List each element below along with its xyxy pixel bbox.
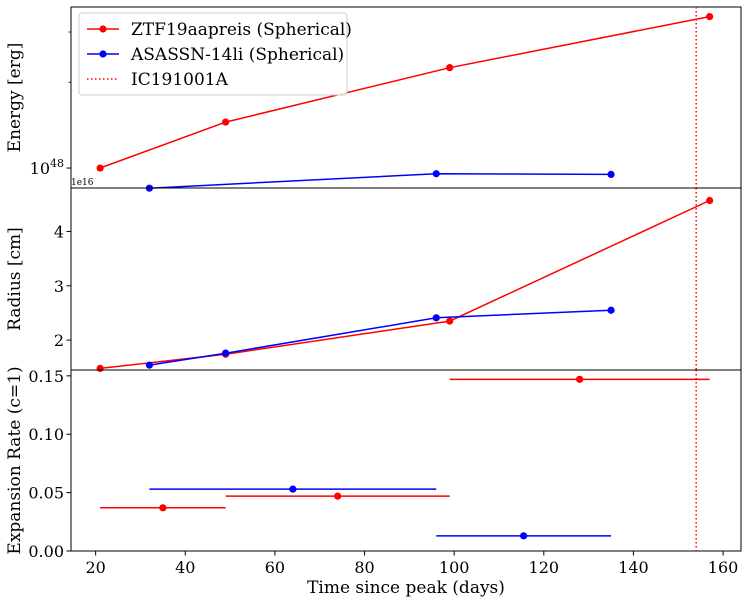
x-tick-label: 100	[439, 558, 470, 577]
offset-text: 1e16	[71, 178, 94, 188]
ztf-data-point	[222, 118, 230, 126]
asassn-series-line	[149, 309, 612, 366]
asassn-data-point	[432, 314, 440, 322]
y-axis-label: Expansion Rate (c=1)	[5, 366, 25, 554]
legend-entry-label: ZTF19aapreis (Spherical)	[131, 20, 352, 40]
ztf-series-line	[100, 199, 710, 370]
y-tick-label: 3	[54, 277, 64, 296]
asassn-data-point	[145, 361, 154, 369]
ztf-data-point	[96, 364, 104, 372]
x-tick-label: 120	[529, 558, 560, 577]
y-tick-label: 0.10	[28, 425, 64, 444]
legend-swatch-marker	[99, 50, 107, 58]
asassn-data-point	[520, 532, 528, 540]
y-tick-label: 1048	[30, 157, 64, 178]
ztf-data-point	[706, 196, 714, 205]
ztf-data-point	[96, 164, 104, 172]
x-tick-label: 60	[265, 558, 285, 577]
asassn-data-point	[432, 170, 440, 178]
legend: ZTF19aapreis (Spherical) ASASSN-14li (Sph…	[78, 12, 352, 96]
asassn-data-point	[607, 306, 615, 314]
ztf-data-point	[446, 317, 454, 325]
legend-box	[78, 12, 348, 96]
ztf-data-point	[706, 12, 714, 21]
y-tick-label: 0.00	[28, 542, 64, 561]
asassn-data-point	[222, 349, 230, 357]
y-axis-label: Energy [erg]	[5, 43, 25, 153]
x-tick-label: 140	[618, 558, 649, 577]
ztf-data-point	[576, 375, 584, 383]
legend-entry-label: IC191001A	[131, 70, 229, 90]
ztf-data-point	[159, 504, 167, 512]
x-tick-label: 160	[708, 558, 739, 577]
plot-frame	[70, 369, 742, 552]
y-axis-label: Radius [cm]	[5, 227, 25, 331]
plot-frame	[70, 187, 742, 371]
y-tick-label: 0.05	[28, 484, 64, 503]
asassn-data-point	[289, 485, 297, 493]
x-tick-label: 40	[175, 558, 195, 577]
ztf-data-point	[334, 492, 342, 500]
x-tick-label: 80	[354, 558, 374, 577]
ztf-data-point	[446, 64, 454, 72]
legend-entry-label: ASASSN-14li (Spherical)	[130, 45, 344, 65]
legend-swatch-marker	[99, 25, 107, 33]
asassn-data-point	[607, 170, 615, 178]
y-tick-label: 4	[54, 222, 64, 241]
x-tick-label: 20	[85, 558, 105, 577]
expansion-panel: 0.00 0.05 0.10 0.15 20 40 60 80 100 120 140 160 Expa…	[5, 366, 742, 598]
y-tick-label: 2	[54, 331, 64, 350]
y-tick-label: 0.15	[28, 367, 64, 386]
x-axis-label: Time since peak (days)	[307, 578, 505, 598]
radius-panel: 2 3 4 1e16 Radius [cm]	[5, 178, 742, 372]
asassn-series-line	[149, 172, 612, 189]
